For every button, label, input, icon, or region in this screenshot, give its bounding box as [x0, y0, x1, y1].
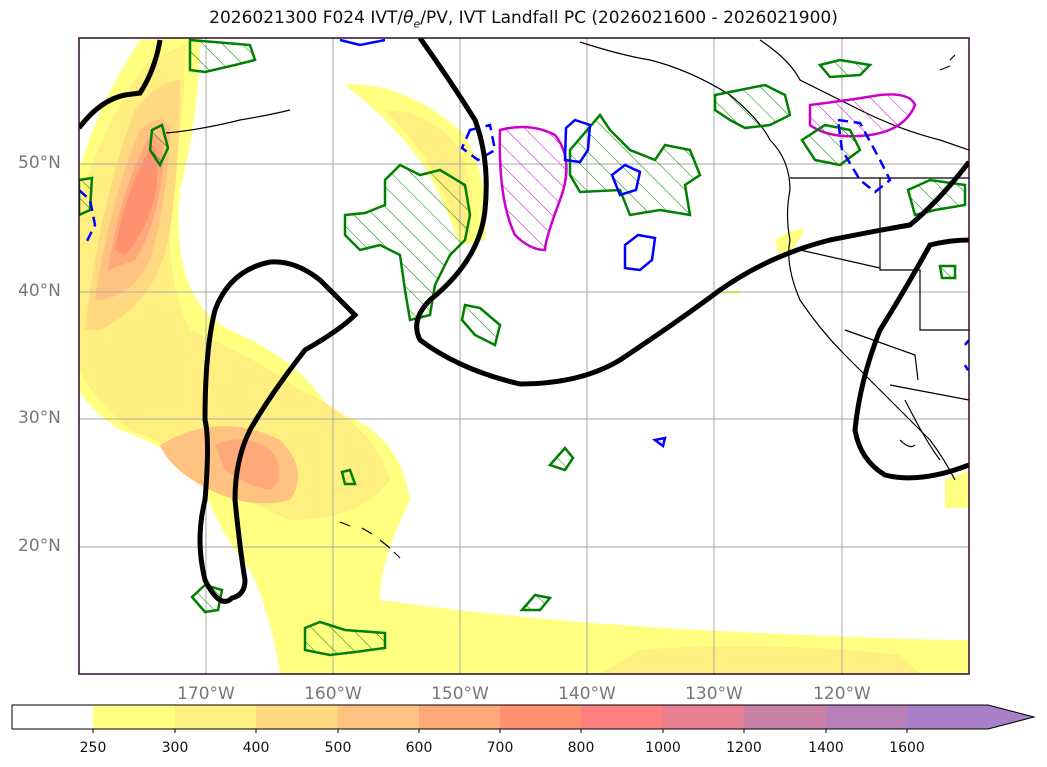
colorbar-label: 1400	[808, 740, 844, 756]
colorbar-label: 700	[486, 740, 514, 756]
colorbar	[11, 704, 1036, 733]
colorbar-label: 300	[161, 740, 189, 756]
lon-label-140w: 140°W	[558, 684, 616, 704]
landfall-contours	[498, 93, 917, 252]
lon-label-150w: 150°W	[431, 684, 489, 704]
map-title: 2026021300 F024 IVT/θe/PV, IVT Landfall …	[209, 8, 838, 31]
ivt-shading	[79, 38, 969, 674]
colorbar-label: 1600	[889, 740, 925, 756]
lat-label-50n: 50°N	[18, 153, 61, 173]
lon-label-170w: 170°W	[177, 684, 235, 704]
colorbar-label: 1200	[726, 740, 762, 756]
coastlines	[165, 39, 969, 559]
theta-e-contours	[79, 38, 969, 604]
lat-label-20n: 20°N	[18, 536, 61, 556]
map-frame	[78, 37, 970, 675]
colorbar-label: 600	[405, 740, 433, 756]
lon-label-160w: 160°W	[304, 684, 362, 704]
colorbar-label: 400	[242, 740, 270, 756]
pv-negative-contours	[79, 38, 969, 449]
lat-label-30n: 30°N	[18, 408, 61, 428]
colorbar-label: 1000	[645, 740, 681, 756]
colorbar-label: 800	[567, 740, 595, 756]
colorbar-label: 500	[324, 740, 352, 756]
lat-label-40n: 40°N	[18, 281, 61, 301]
colorbar-label: 250	[79, 740, 107, 756]
lon-label-120w: 120°W	[813, 684, 871, 704]
lon-label-130w: 130°W	[685, 684, 743, 704]
